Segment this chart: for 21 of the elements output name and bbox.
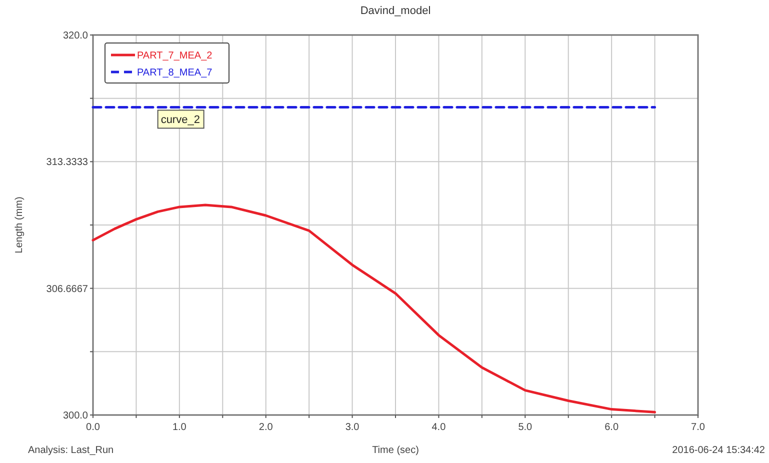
legend-label: PART_8_MEA_7 [137, 68, 213, 78]
y-tick-label: 320.0 [62, 30, 88, 42]
y-tick-label: 313.3333 [46, 157, 88, 168]
x-tick-label: 4.0 [432, 422, 446, 433]
x-tick-label: 3.0 [345, 422, 360, 433]
y-axis-title: Length (mm) [14, 196, 25, 254]
y-tick-label: 300.0 [62, 410, 88, 422]
x-tick-label: 5.0 [518, 422, 533, 433]
y-tick-label: 306.6667 [46, 284, 88, 295]
x-tick-label: 1.0 [172, 422, 187, 433]
x-tick-label: 2.0 [258, 422, 274, 433]
annotation: curve_2 [160, 114, 200, 126]
x-tick-label: 6.0 [604, 422, 619, 433]
chart-title: Davind_model [360, 5, 431, 17]
x-tick-label: 7.0 [691, 422, 706, 433]
legend-label: PART_7_MEA_2 [137, 50, 213, 62]
text: Analysis: Last_Run [28, 445, 114, 456]
x-tick-label: 0.0 [86, 422, 100, 433]
x-axis-title: Time (sec) [372, 445, 419, 456]
line-series [92, 204, 656, 414]
text: 2016-06-24 15:34:42 [672, 445, 766, 456]
